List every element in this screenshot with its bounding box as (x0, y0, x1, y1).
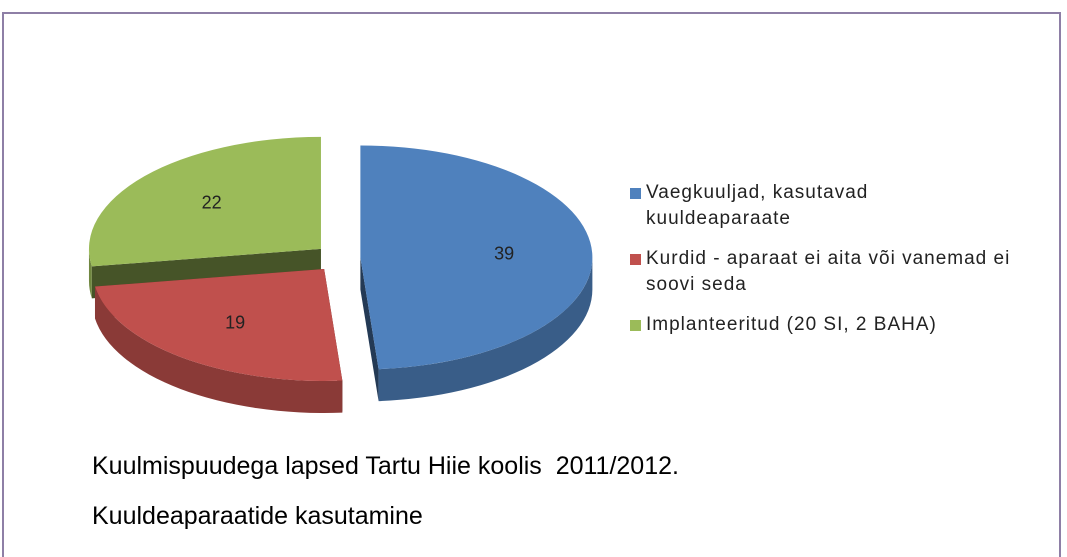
slice (94, 268, 343, 413)
legend-swatch (630, 254, 641, 265)
legend-label: Vaegkuuljad, kasutavad kuuldeaparaate (646, 182, 869, 229)
legend: Vaegkuuljad, kasutavad kuuldeaparaate Kur… (624, 180, 1019, 352)
legend-item: Implanteeritud (20 SI, 2 BAHA) (624, 312, 1019, 338)
legend-label: Implanteeritud (20 SI, 2 BAHA) (646, 314, 937, 335)
slice-top (94, 268, 343, 381)
slice-wall (360, 257, 379, 402)
data-label: 39 (494, 243, 514, 263)
chart-title: Kuulmispuudega lapsed Tartu Hiie koolis … (92, 452, 679, 480)
legend-swatch (630, 188, 641, 199)
slice (360, 145, 593, 402)
legend-label: Kurdid - aparaat ei aita või vanemad ei … (646, 248, 1011, 295)
data-label: 22 (202, 193, 222, 213)
frame (2, 12, 1061, 557)
slice-side (88, 248, 92, 299)
slice-top (360, 145, 593, 370)
slice-side (378, 257, 593, 402)
legend-item: Vaegkuuljad, kasutavad kuuldeaparaate (624, 180, 1019, 232)
data-label: 19 (225, 312, 245, 332)
legend-swatch (630, 320, 641, 331)
legend-item: Kurdid - aparaat ei aita või vanemad ei … (624, 246, 1019, 298)
slice-side (94, 286, 343, 413)
chart-subtitle: Kuuldeaparaatide kasutamine (92, 502, 423, 530)
slice-top (88, 136, 321, 267)
